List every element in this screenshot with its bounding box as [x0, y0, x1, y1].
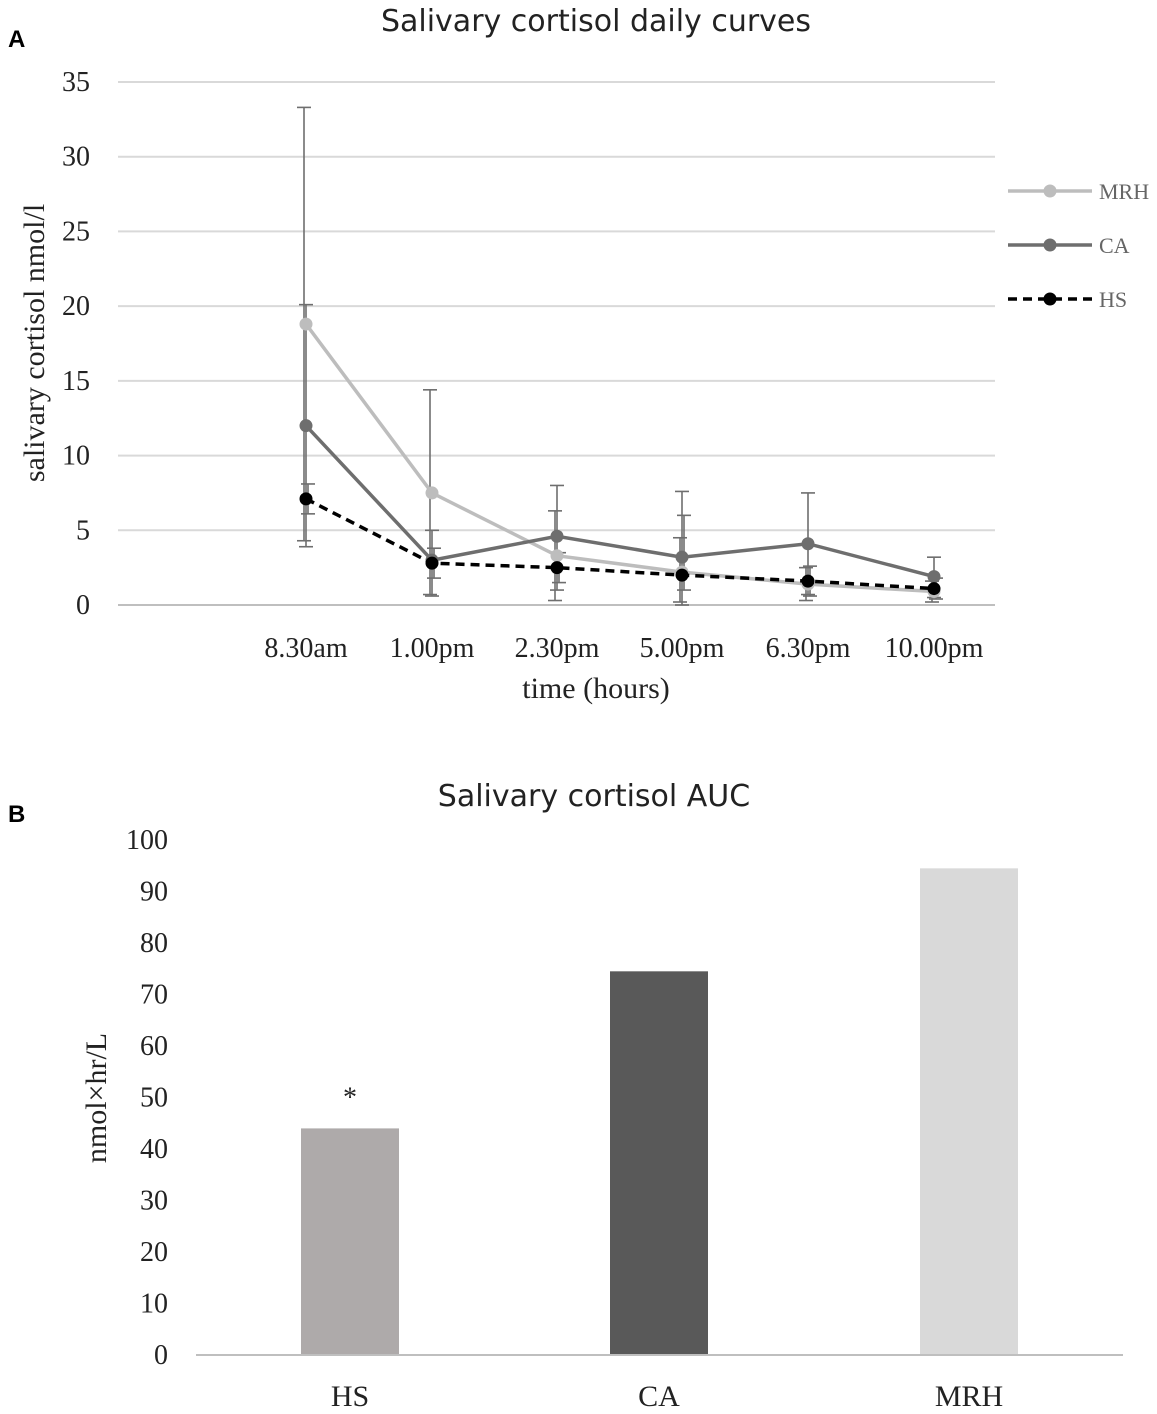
chart-a-point-hs	[675, 568, 689, 582]
panel-b-label: B	[8, 801, 25, 828]
chart-a-y-tick: 30	[62, 142, 90, 173]
chart-b-y-tick: 100	[126, 825, 168, 856]
chart-a-title: Salivary cortisol daily curves	[381, 4, 811, 39]
legend-marker-hs	[1043, 292, 1057, 306]
legend-label-ca: CA	[1099, 233, 1130, 258]
chart-b-x-tick: MRH	[935, 1380, 1003, 1413]
chart-b-y-tick: 90	[140, 877, 168, 908]
chart-b-x-tick: HS	[331, 1380, 369, 1413]
chart-a-point-mrh	[550, 549, 564, 563]
legend-marker-ca	[1043, 238, 1057, 252]
chart-a-y-tick: 10	[62, 441, 90, 472]
chart-a-y-tick: 20	[62, 291, 90, 322]
chart-a-y-tick: 5	[76, 515, 90, 546]
chart-a-y-tick: 25	[62, 216, 90, 247]
chart-a-line-mrh	[304, 323, 935, 594]
chart-b-y-tick: 0	[154, 1340, 168, 1371]
chart-a-point-mrh	[299, 317, 313, 331]
chart-a-y-tick: 0	[76, 590, 90, 621]
chart-a-point-mrh	[425, 486, 439, 500]
chart-a-line-hs	[305, 497, 935, 591]
chart-a-point-hs	[550, 561, 564, 575]
chart-b-bar-ca	[610, 971, 708, 1355]
chart-a-point-hs	[927, 582, 941, 596]
chart-b-y-tick: 60	[140, 1031, 168, 1062]
chart-a-x-tick: 1.00pm	[390, 633, 475, 664]
chart-b-y-tick: 50	[140, 1083, 168, 1114]
chart-a-x-tick: 8.30am	[264, 633, 347, 664]
chart-a-point-hs	[299, 492, 313, 506]
chart-b-y-tick: 30	[140, 1186, 168, 1217]
chart-a-xlabel: time (hours)	[522, 672, 669, 705]
chart-b-y-tick: 40	[140, 1134, 168, 1165]
chart-b-ylabel: nmol×hr/L	[80, 1033, 113, 1163]
chart-a-point-ca	[927, 570, 941, 584]
chart-a-x-tick: 2.30pm	[515, 633, 600, 664]
chart-a-point-ca	[675, 550, 689, 564]
chart-a-line-ca	[304, 424, 935, 579]
chart-b-y-tick: 10	[140, 1289, 168, 1320]
chart-b-y-tick: 80	[140, 928, 168, 959]
chart-a-x-tick: 10.00pm	[885, 633, 984, 664]
legend-label-mrh: MRH	[1099, 179, 1149, 204]
chart-a-y-tick: 15	[62, 366, 90, 397]
chart-a-point-ca	[299, 419, 313, 433]
chart-b-bar-mrh	[920, 868, 1018, 1355]
chart-a-x-tick: 6.30pm	[766, 633, 851, 664]
chart-a-point-ca	[550, 529, 564, 543]
panel-a-label: A	[8, 26, 25, 53]
chart-b-y-tick: 70	[140, 980, 168, 1011]
chart-b-significance-marker: *	[343, 1082, 357, 1113]
legend-marker-mrh	[1043, 184, 1057, 198]
chart-b-bar-hs	[301, 1128, 399, 1355]
chart-b-title: Salivary cortisol AUC	[438, 779, 750, 814]
chart-a-x-tick: 5.00pm	[640, 633, 725, 664]
legend-label-hs: HS	[1099, 287, 1127, 312]
chart-a-point-ca	[801, 537, 815, 551]
chart-b-x-tick: CA	[638, 1380, 680, 1413]
chart-b-y-tick: 20	[140, 1237, 168, 1268]
chart-a-ylabel: salivary cortisol nmol/l	[18, 204, 51, 482]
chart-a-point-hs	[425, 556, 439, 570]
chart-a-y-tick: 35	[62, 67, 90, 98]
chart-b-plot: 0 10 20 30 40 50 60 70 80 90 100 HS CA MRH *	[126, 825, 1123, 1413]
chart-a-plot: 0 5 10 15 20 25 30 35 8.30am 1.00pm 2.30pm 5.00pm 6.…	[62, 67, 1149, 664]
chart-a-point-hs	[801, 574, 815, 588]
